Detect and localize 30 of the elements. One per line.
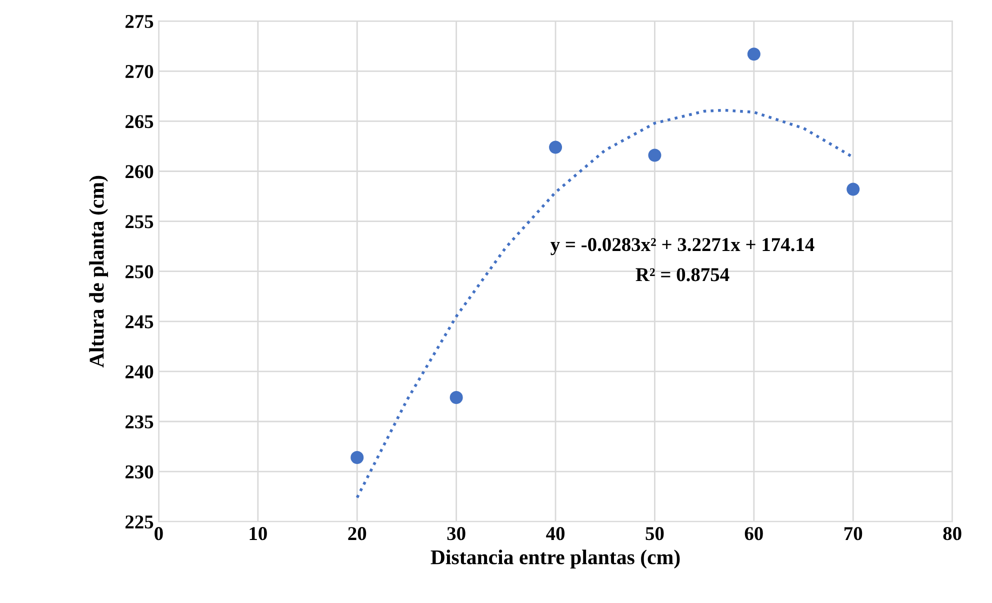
y-axis-title: Altura de planta (cm) — [89, 176, 108, 368]
point — [549, 140, 562, 154]
x-tick-label: 10 — [250, 527, 267, 540]
x-tick-label: 40 — [546, 527, 564, 540]
y-tick-label: 260 — [126, 165, 154, 178]
annotation: y = -0.0283x² + 3.2271x + 174.14 — [550, 238, 814, 256]
y-tick-label: 240 — [126, 365, 154, 378]
point — [350, 451, 364, 464]
point — [747, 48, 760, 61]
x-tick-label: 70 — [844, 527, 862, 540]
y-tick-label: 245 — [126, 315, 154, 328]
x-tick-label: 0 — [154, 527, 163, 540]
y-tick-label: 270 — [126, 64, 154, 78]
x-tick-label: 20 — [348, 527, 366, 540]
point — [846, 182, 860, 196]
y-tick-label: 255 — [126, 215, 154, 228]
x-tick-label: 60 — [744, 527, 763, 540]
x-axis-title: Distancia entre plantas (cm) — [430, 550, 680, 569]
x-tick-label: 30 — [447, 527, 466, 540]
x-tick-label: 50 — [646, 527, 664, 540]
y-tick-label: 250 — [126, 265, 154, 278]
y-tick-label: 225 — [126, 515, 154, 529]
point — [648, 148, 662, 162]
y-tick-label: 275 — [126, 14, 154, 28]
y-tick-label: 235 — [126, 415, 154, 428]
annotation: R² = 0.8754 — [636, 268, 730, 282]
point — [450, 390, 463, 404]
y-tick-label: 230 — [126, 465, 154, 478]
y-tick-label: 265 — [126, 115, 154, 128]
x-tick-label: 80 — [943, 527, 962, 540]
